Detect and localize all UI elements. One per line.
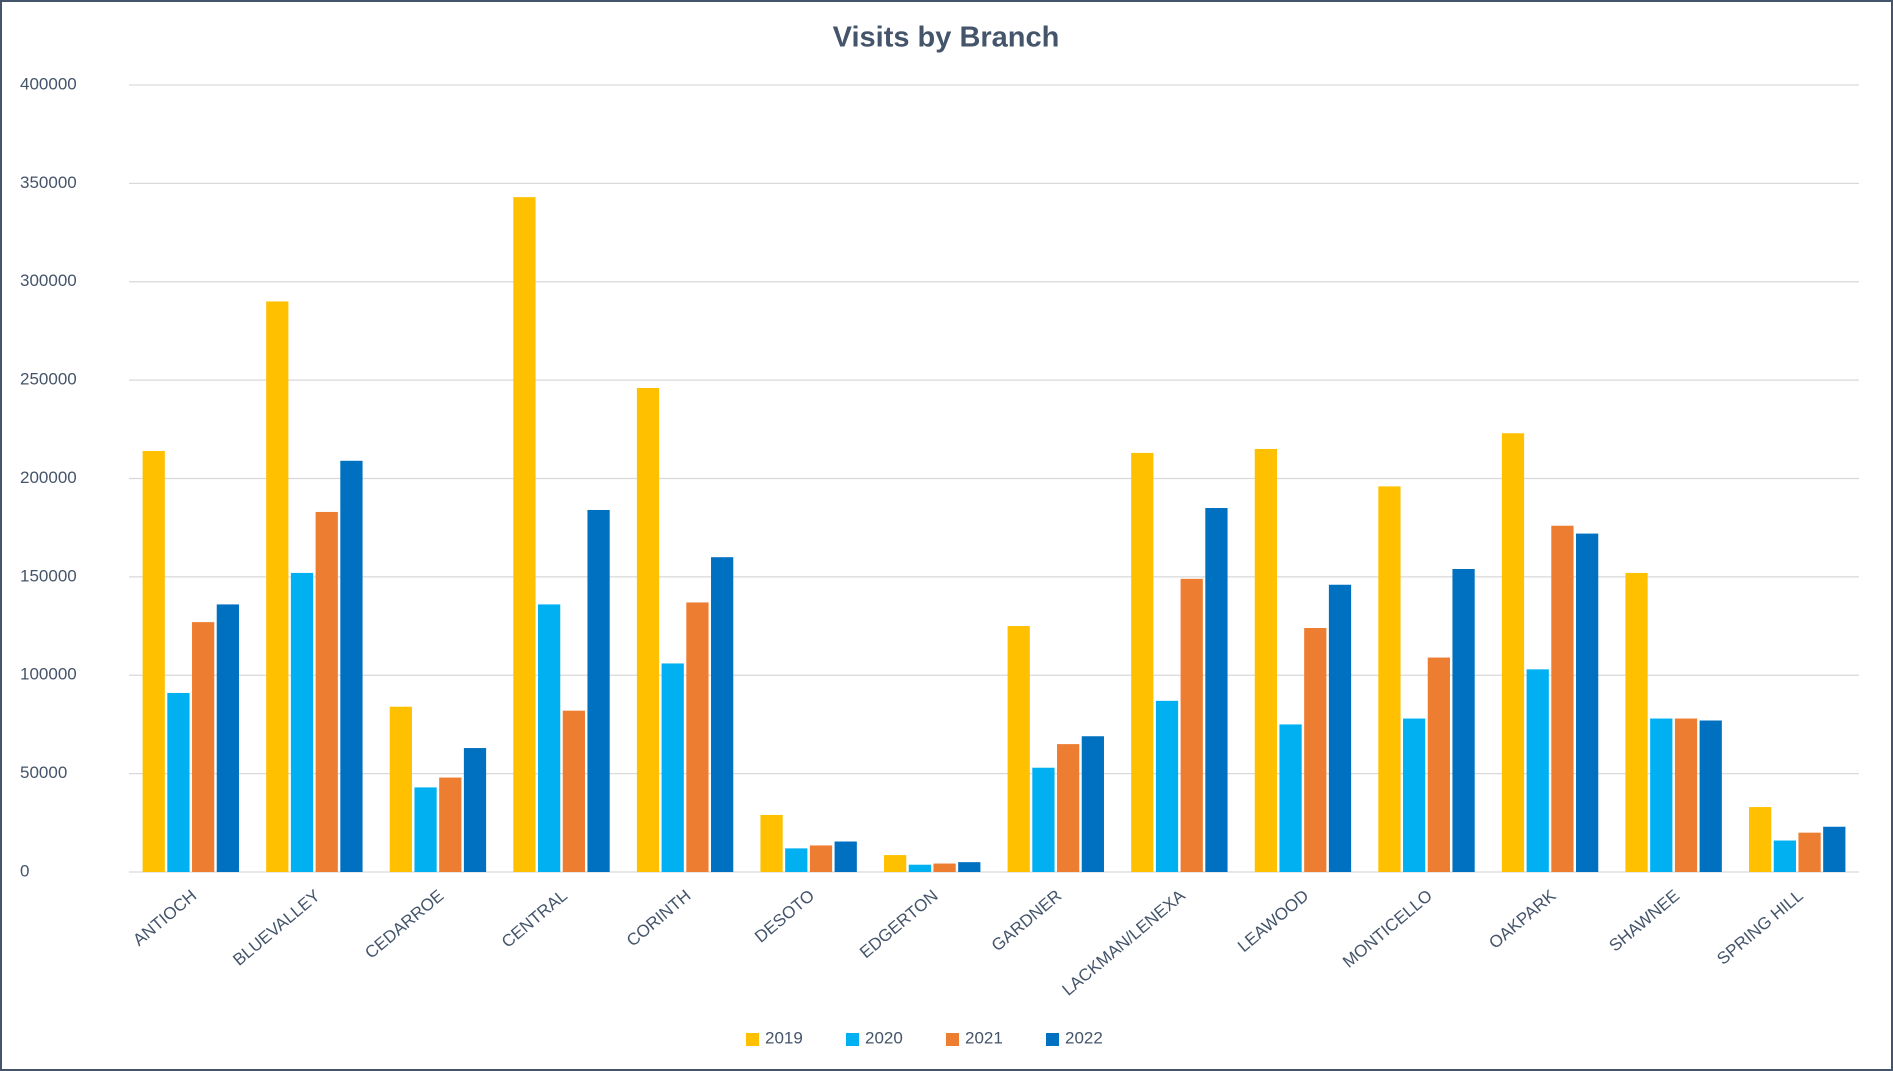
bar xyxy=(1773,840,1796,872)
bar xyxy=(389,706,412,872)
bar xyxy=(167,692,190,872)
bar xyxy=(1501,433,1525,872)
bar xyxy=(1205,508,1228,872)
bar xyxy=(958,862,981,872)
bar xyxy=(1131,452,1154,872)
bar xyxy=(1155,700,1179,872)
bar xyxy=(192,622,215,872)
bar xyxy=(1007,626,1030,872)
bar xyxy=(933,863,956,872)
y-tick-label: 0 xyxy=(20,861,29,880)
y-tick-label: 350000 xyxy=(20,173,77,192)
bar xyxy=(1576,533,1599,872)
legend-label: 2021 xyxy=(965,1028,1003,1047)
bar xyxy=(439,777,462,872)
bar xyxy=(1551,525,1574,872)
bar xyxy=(1057,744,1080,872)
bar xyxy=(661,663,684,872)
y-tick-label: 100000 xyxy=(20,665,77,684)
bar xyxy=(266,301,289,872)
bar xyxy=(587,509,610,872)
y-tick-label: 200000 xyxy=(20,468,77,487)
bar xyxy=(834,841,857,872)
bar xyxy=(1378,486,1401,872)
bar xyxy=(1452,569,1475,872)
bar xyxy=(538,604,561,872)
bar xyxy=(1180,578,1203,872)
bar xyxy=(315,511,338,872)
bar xyxy=(1328,584,1352,872)
bar xyxy=(908,864,931,872)
bar xyxy=(1674,718,1698,872)
bar xyxy=(785,848,808,872)
bar xyxy=(562,710,585,872)
legend-swatch xyxy=(846,1033,859,1046)
bar xyxy=(636,387,660,872)
bar xyxy=(1625,572,1648,872)
legend-label: 2019 xyxy=(765,1028,803,1047)
bar xyxy=(1823,826,1846,872)
bar xyxy=(513,197,536,872)
bar xyxy=(1798,832,1821,872)
legend-swatch xyxy=(746,1033,759,1046)
bar xyxy=(1279,724,1302,872)
chart-title: Visits by Branch xyxy=(833,22,1060,54)
bar xyxy=(216,604,239,872)
bar xyxy=(1254,448,1277,872)
bar xyxy=(1304,628,1327,872)
legend-swatch xyxy=(1046,1033,1059,1046)
bar xyxy=(1427,657,1450,872)
bar xyxy=(1650,718,1673,872)
y-tick-label: 300000 xyxy=(20,271,77,290)
bar xyxy=(1032,767,1055,872)
y-tick-label: 400000 xyxy=(20,74,77,93)
bar xyxy=(340,460,363,872)
bar xyxy=(290,572,314,872)
bar xyxy=(463,748,487,872)
bar xyxy=(1699,720,1722,872)
bar xyxy=(760,814,783,872)
bar xyxy=(1403,718,1426,872)
legend-label: 2020 xyxy=(865,1028,903,1047)
y-tick-label: 250000 xyxy=(20,370,77,389)
legend-label: 2022 xyxy=(1065,1028,1103,1047)
bar xyxy=(686,602,709,872)
legend-swatch xyxy=(946,1033,959,1046)
bar xyxy=(1081,736,1104,872)
bar xyxy=(884,855,907,872)
bar xyxy=(809,845,833,872)
bar xyxy=(1526,669,1549,872)
bar xyxy=(142,450,165,872)
y-tick-label: 50000 xyxy=(20,763,67,782)
bar xyxy=(414,787,437,872)
bar xyxy=(711,557,734,872)
bar xyxy=(1749,807,1772,872)
y-tick-label: 150000 xyxy=(20,566,77,585)
